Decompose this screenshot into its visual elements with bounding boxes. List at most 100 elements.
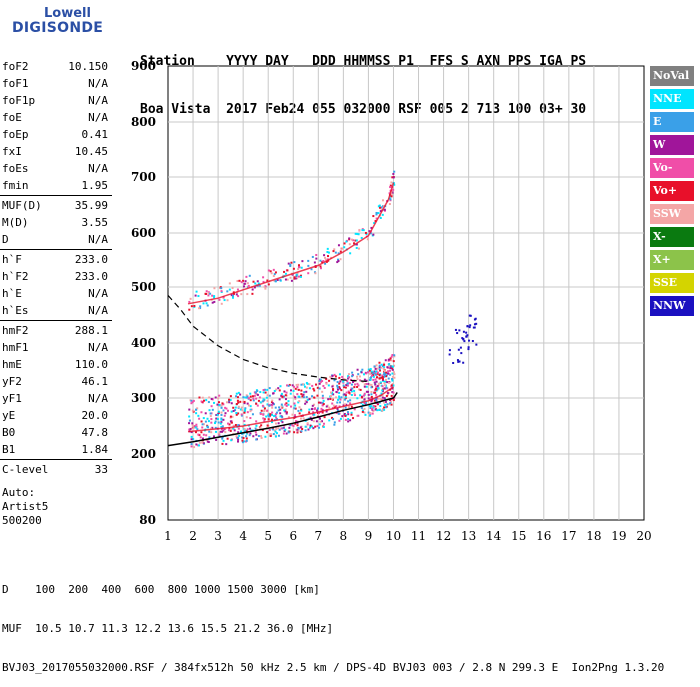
echo-point [350, 383, 353, 386]
echo-point [392, 176, 395, 179]
echo-point [315, 257, 318, 260]
echo-point [284, 278, 287, 281]
echo-point [312, 411, 315, 414]
echo-point [216, 403, 219, 406]
echo-point [225, 401, 228, 404]
echo-point [390, 359, 393, 362]
echo-point [351, 371, 354, 374]
echo-point [269, 270, 272, 273]
echo-point [297, 427, 300, 430]
echo-point [318, 412, 321, 415]
echo-point [230, 402, 233, 405]
echo-point [319, 417, 322, 420]
footer-info: D 100 200 400 600 800 1000 1500 3000 [km… [2, 557, 664, 687]
echo-point [365, 385, 368, 388]
echo-point [222, 409, 225, 412]
echo-point [343, 246, 346, 249]
echo-point [288, 383, 291, 386]
echo-point [243, 440, 246, 443]
echo-point [372, 405, 375, 408]
echo-point [253, 394, 256, 397]
echo-point [285, 402, 288, 405]
echo-point [376, 371, 379, 374]
echo-point [381, 377, 384, 380]
echo-point [383, 408, 386, 411]
echo-point [287, 431, 290, 434]
echo-point [192, 427, 195, 430]
echo-point [256, 404, 259, 407]
echo-point [197, 444, 200, 447]
echo-point [191, 423, 194, 426]
echo-point [262, 276, 265, 279]
echo-point [269, 413, 272, 416]
file-info-line: BVJ03_2017055032000.RSF / 384fx512h 50 k… [2, 661, 665, 674]
echo-point [238, 279, 241, 282]
echo-point [289, 276, 292, 279]
echo-point [294, 387, 297, 390]
echo-point [220, 290, 223, 293]
logo-lowell-text: Lowell [44, 6, 91, 21]
echo-point [266, 399, 269, 402]
echo-point [350, 405, 353, 408]
echo-point [294, 396, 297, 399]
echo-point [389, 402, 392, 405]
echo-point [229, 420, 232, 423]
echo-point [346, 380, 349, 383]
auto-artist: Artist5 [2, 500, 49, 513]
echo-point [387, 370, 390, 373]
echo-point [219, 286, 222, 289]
echo-point [369, 413, 372, 416]
echo-point [221, 430, 224, 433]
echo-point [189, 297, 192, 300]
echo-point [241, 439, 244, 442]
echo-point [331, 374, 334, 377]
echo-point [255, 397, 258, 400]
echo-point [326, 251, 329, 254]
echo-point [253, 286, 256, 289]
echo-point [389, 367, 392, 370]
legend-item: X+ [650, 250, 694, 270]
echo-point [388, 403, 391, 406]
echo-point [336, 407, 339, 410]
echo-point [393, 355, 396, 358]
echo-point [322, 399, 325, 402]
echo-point [357, 414, 360, 417]
echo-point [198, 396, 201, 399]
echo-point [254, 427, 257, 430]
echo-point [469, 314, 472, 317]
echo-point [370, 405, 373, 408]
echo-point [260, 409, 263, 412]
echo-point [243, 430, 246, 433]
echo-point [284, 408, 287, 411]
echo-point [296, 277, 299, 280]
echo-point [288, 426, 291, 429]
echo-point [343, 403, 346, 406]
echo-point [336, 381, 339, 384]
echo-point [241, 409, 244, 412]
echo-point [337, 258, 340, 261]
echo-point [474, 317, 477, 320]
param-name: foEp [2, 128, 29, 141]
echo-point [374, 373, 377, 376]
echo-point [350, 390, 353, 393]
echo-point [243, 410, 246, 413]
echo-point [296, 272, 299, 275]
echo-point [379, 216, 382, 219]
echo-point [325, 382, 328, 385]
echo-point [346, 411, 349, 414]
echo-point [251, 288, 254, 291]
echo-point [306, 398, 309, 401]
echo-point [370, 399, 373, 402]
echo-point [462, 330, 465, 333]
echo-point [313, 389, 316, 392]
param-row: fxI 10.45 [0, 143, 112, 160]
param-value: 0.41 [81, 128, 109, 141]
echo-point [247, 404, 250, 407]
echo-point [280, 427, 283, 430]
y-tick-label: 700 [131, 170, 156, 184]
header-values: Boa Vista 2017 Feb24 055 032000 RSF 005 … [140, 102, 587, 117]
echo-point [374, 220, 377, 223]
echo-point [231, 287, 234, 290]
echo-point [298, 266, 301, 269]
echo-point [298, 412, 301, 415]
